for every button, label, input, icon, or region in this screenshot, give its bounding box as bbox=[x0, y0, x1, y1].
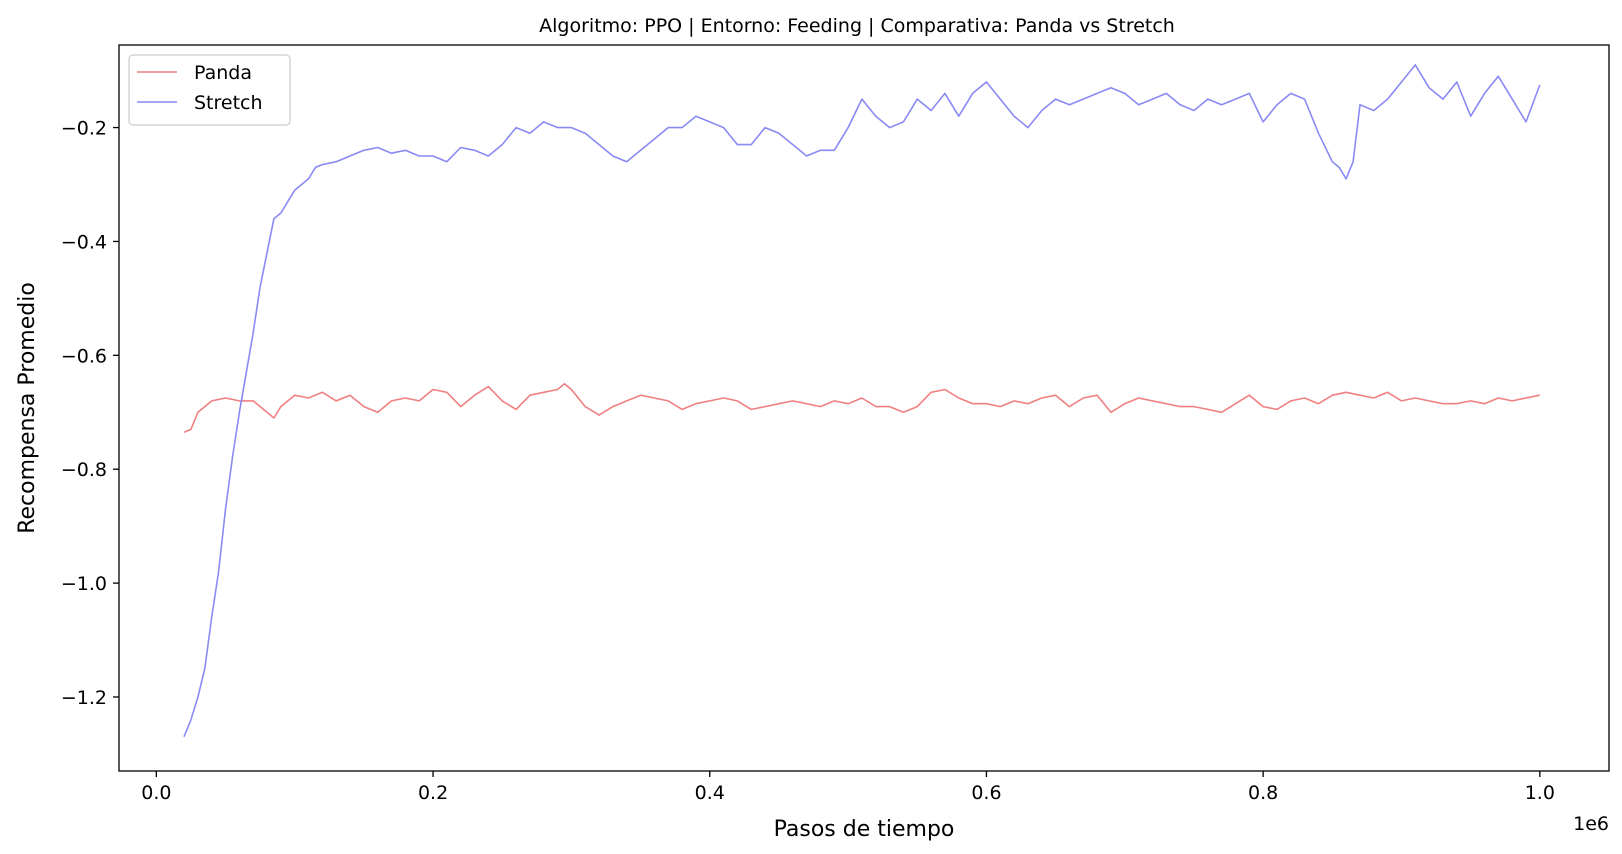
legend: Panda Stretch bbox=[128, 54, 291, 126]
y-tick-label: −1.2 bbox=[61, 687, 107, 709]
x-axis-offset-label: 1e6 bbox=[1573, 813, 1609, 835]
plot-area bbox=[119, 45, 1609, 771]
y-tick-label: −1.0 bbox=[61, 573, 107, 595]
legend-label-panda: Panda bbox=[194, 62, 252, 84]
chart-title: Algoritmo: PPO | Entorno: Feeding | Comp… bbox=[539, 15, 1175, 37]
y-axis-ticks: −1.2 −1.0 −0.8 −0.6 −0.4 −0.2 bbox=[61, 118, 119, 709]
x-tick-label: 0.8 bbox=[1248, 782, 1278, 804]
y-axis-label: Recompensa Promedio bbox=[15, 282, 40, 534]
x-tick-label: 0.4 bbox=[695, 782, 725, 804]
y-tick-label: −0.2 bbox=[61, 118, 107, 140]
y-tick-label: −0.8 bbox=[61, 459, 107, 481]
x-tick-label: 0.0 bbox=[141, 782, 171, 804]
series-layer bbox=[183, 64, 1541, 738]
plot-frame bbox=[118, 44, 1610, 772]
x-tick-label: 0.6 bbox=[971, 782, 1001, 804]
x-axis-ticks: 0.0 0.2 0.4 0.6 0.8 1.0 bbox=[141, 771, 1555, 804]
series-line-panda bbox=[183, 382, 1540, 433]
x-axis-label: Pasos de tiempo bbox=[774, 817, 955, 842]
x-tick-label: 1.0 bbox=[1525, 782, 1555, 804]
y-tick-label: −0.6 bbox=[61, 345, 107, 367]
y-tick-label: −0.4 bbox=[61, 231, 107, 253]
series-line-stretch bbox=[183, 64, 1541, 738]
x-tick-label: 0.2 bbox=[418, 782, 448, 804]
legend-label-stretch: Stretch bbox=[194, 92, 263, 114]
